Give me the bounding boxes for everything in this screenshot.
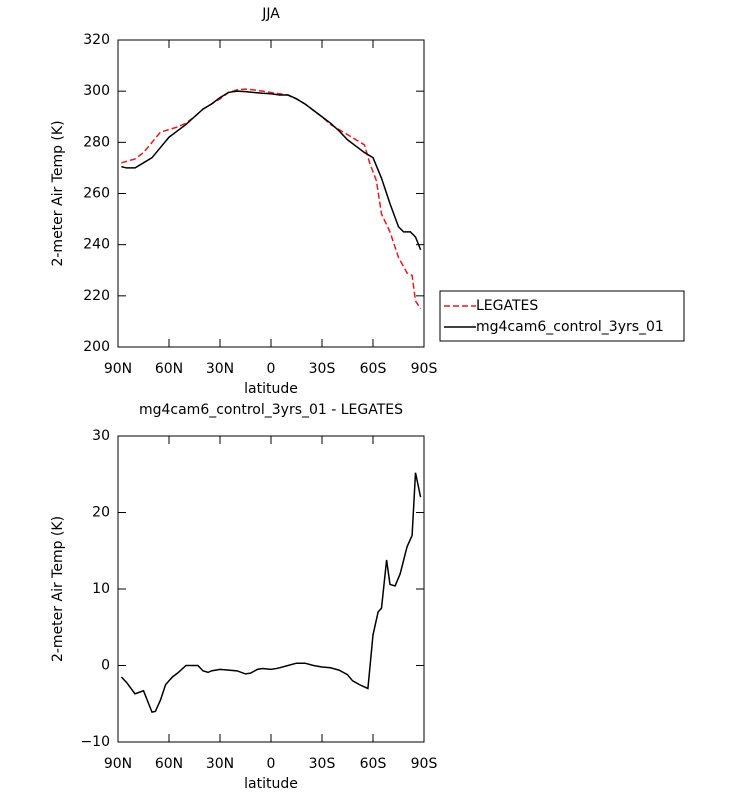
y-tick-label: 280 bbox=[83, 134, 110, 150]
y-tick-label: 260 bbox=[83, 186, 110, 202]
y-tick-label: 220 bbox=[83, 288, 110, 304]
y-tick-label: −10 bbox=[80, 734, 110, 750]
legend-label: LEGATES bbox=[476, 298, 538, 314]
y-tick-label: 240 bbox=[83, 237, 110, 253]
y-axis-label: 2-meter Air Temp (K) bbox=[50, 516, 66, 662]
y-tick-label: 0 bbox=[101, 658, 110, 674]
x-tick-label: 0 bbox=[267, 756, 276, 772]
x-tick-label: 30N bbox=[206, 361, 234, 377]
x-tick-label: 90N bbox=[104, 361, 132, 377]
y-tick-label: 30 bbox=[92, 428, 110, 444]
x-axis-label: latitude bbox=[244, 776, 298, 792]
y-tick-label: 320 bbox=[83, 32, 110, 48]
data-line bbox=[121, 90, 422, 251]
data-line bbox=[120, 472, 422, 714]
y-tick-label: 10 bbox=[92, 581, 110, 597]
x-tick-label: 30S bbox=[309, 756, 336, 772]
x-tick-label: 90S bbox=[411, 756, 438, 772]
chart-title: mg4cam6_control_3yrs_01 - LEGATES bbox=[139, 402, 403, 418]
x-tick-label: 30S bbox=[309, 361, 336, 377]
x-tick-label: 60S bbox=[360, 361, 387, 377]
x-tick-label: 60S bbox=[360, 756, 387, 772]
y-tick-label: 200 bbox=[83, 339, 110, 355]
legend-box bbox=[439, 290, 685, 342]
plot-frame bbox=[117, 435, 425, 743]
x-axis-label: latitude bbox=[244, 381, 298, 397]
chart-title: JJA bbox=[261, 6, 280, 22]
x-tick-label: 60N bbox=[155, 756, 183, 772]
y-axis-label: 2-meter Air Temp (K) bbox=[50, 120, 66, 266]
x-tick-label: 60N bbox=[155, 361, 183, 377]
x-tick-label: 30N bbox=[206, 756, 234, 772]
x-tick-label: 90N bbox=[104, 756, 132, 772]
x-tick-label: 90S bbox=[411, 361, 438, 377]
y-tick-label: 20 bbox=[92, 505, 110, 521]
legend-label: mg4cam6_control_3yrs_01 bbox=[476, 319, 664, 335]
data-line bbox=[121, 88, 422, 310]
y-tick-label: 300 bbox=[83, 83, 110, 99]
x-tick-label: 0 bbox=[267, 361, 276, 377]
